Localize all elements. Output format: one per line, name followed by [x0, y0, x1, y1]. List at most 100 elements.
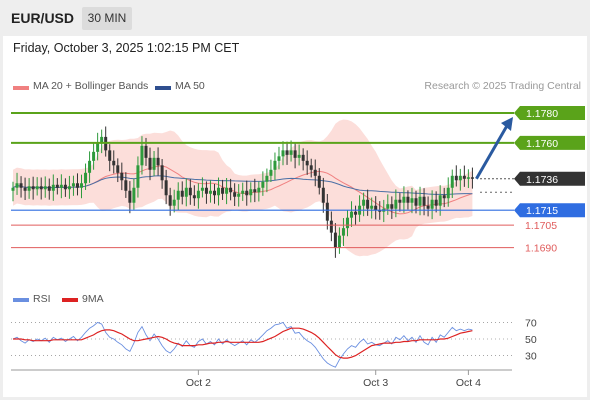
candle-body — [470, 177, 474, 179]
candle-body — [277, 156, 281, 161]
credit-text: Research © 2025 Trading Central — [424, 80, 581, 92]
resistance-label: 1.1760 — [526, 138, 558, 150]
candle-body — [67, 186, 71, 190]
candle-body — [168, 195, 172, 206]
candle-body — [309, 165, 313, 170]
forecast-arrow-shaft — [475, 123, 510, 180]
symbol-title: EUR/USD — [11, 10, 75, 26]
candle-body — [362, 199, 366, 206]
candle-body — [241, 190, 245, 194]
resistance-tag — [514, 105, 585, 120]
candle-body — [63, 184, 67, 190]
candle-body — [418, 196, 422, 206]
candle-body — [458, 175, 462, 181]
timeframe-button[interactable]: 30 MIN — [82, 7, 132, 30]
candle-body — [136, 165, 140, 188]
candle-body — [426, 205, 430, 209]
candle-body — [297, 154, 301, 158]
current-price-label: 1.1736 — [526, 174, 558, 186]
resistance-tag — [514, 135, 585, 150]
candle-body — [261, 181, 265, 188]
bollinger-legend-label: MA 20 + Bollinger Bands — [33, 80, 149, 92]
candle-body — [269, 169, 273, 176]
candle-body — [281, 150, 285, 157]
candle-body — [31, 186, 35, 190]
candle-body — [116, 165, 120, 173]
candle-body — [221, 187, 225, 194]
candle-body — [124, 180, 128, 191]
candle-body — [410, 198, 414, 203]
candle-body — [402, 196, 406, 203]
candle-body — [172, 199, 176, 206]
candle-body — [128, 190, 132, 203]
x-tick-label: Oct 2 — [186, 377, 211, 389]
rsi-tick-label: 30 — [525, 351, 537, 363]
candle-body — [55, 184, 59, 188]
candle-body — [366, 199, 370, 209]
candle-body — [406, 196, 410, 203]
resistance-label: 1.1780 — [526, 108, 558, 120]
ma50-legend-swatch — [155, 86, 171, 90]
candle-body — [112, 160, 116, 166]
candle-body — [75, 183, 79, 188]
candle-body — [333, 232, 337, 248]
forecast-arrow-head — [501, 116, 513, 131]
candle-body — [245, 190, 249, 196]
candle-body — [378, 210, 382, 212]
candle-body — [398, 199, 402, 203]
ma9-legend-swatch — [62, 298, 78, 302]
ma9-legend-label: 9MA — [82, 293, 104, 305]
candle-body — [442, 195, 446, 199]
candle-body — [180, 190, 184, 197]
candle-body — [446, 187, 450, 199]
candle-body — [152, 157, 156, 170]
candle-body — [249, 189, 253, 196]
rsi-tick-label: 50 — [525, 334, 537, 346]
candle-body — [184, 187, 188, 197]
top-bar: EUR/USD 30 MIN — [0, 0, 590, 36]
candle-body — [196, 190, 200, 199]
candle-body — [370, 205, 374, 209]
candle-body — [305, 160, 309, 166]
candle-body — [313, 169, 317, 176]
pivot-label: 1.1715 — [526, 205, 558, 217]
chart-panel — [3, 36, 587, 397]
candle-body — [325, 202, 329, 221]
support-label: 1.1690 — [525, 243, 557, 255]
candle-body — [27, 186, 31, 191]
candle-body — [217, 187, 221, 196]
candle-body — [204, 187, 208, 194]
candle-body — [438, 195, 442, 206]
candle-body — [132, 187, 136, 203]
candle-body — [51, 184, 55, 191]
candle-body — [96, 142, 100, 152]
candle-body — [430, 199, 434, 209]
candle-body — [321, 187, 325, 203]
candle-body — [43, 186, 47, 190]
candle-body — [188, 187, 192, 196]
candle-body — [213, 190, 216, 196]
candle-body — [454, 175, 458, 181]
candle-body — [422, 196, 426, 206]
candle-body — [466, 177, 470, 179]
candle-body — [390, 204, 394, 209]
candle-body — [160, 165, 164, 181]
candle-body — [100, 136, 104, 143]
candle-body — [253, 189, 257, 193]
current-price-tag — [514, 171, 585, 186]
candle-body — [39, 186, 43, 190]
candle-body — [350, 211, 354, 218]
rsi-legend-label: RSI — [33, 293, 51, 305]
rsi-tick-label: 70 — [525, 317, 537, 329]
candle-body — [200, 187, 204, 191]
candle-body — [80, 183, 84, 188]
candle-body — [35, 186, 39, 190]
candle-body — [176, 190, 180, 200]
candle-body — [386, 204, 390, 209]
candle-body — [337, 235, 341, 248]
rsi-line — [12, 321, 473, 368]
candle-body — [233, 192, 237, 197]
ma9-line — [13, 327, 473, 359]
chart-datetime: Friday, October 3, 2025 1:02:15 PM CET — [13, 41, 240, 55]
candle-body — [301, 154, 305, 161]
